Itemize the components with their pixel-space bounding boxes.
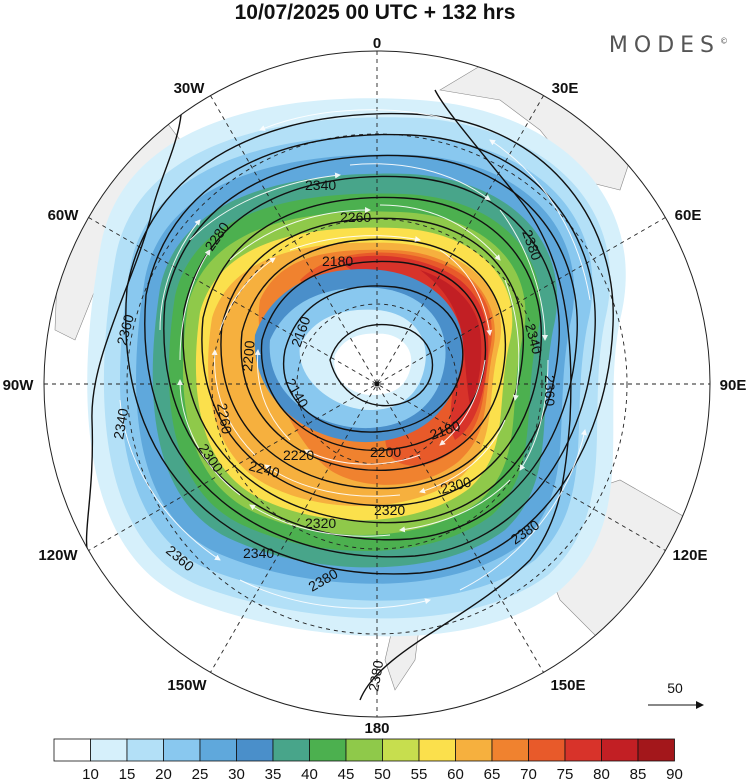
colorbar-label: 65: [484, 766, 501, 782]
colorbar-swatch: [637, 738, 675, 762]
contour-label: 2200: [370, 444, 401, 460]
colorbar-label: 75: [557, 766, 574, 782]
colorbar-swatch: [564, 738, 602, 762]
colorbar-swatch: [455, 738, 493, 762]
colorbar-swatch: [309, 738, 347, 762]
contour-label: 2220: [283, 447, 314, 463]
colorbar-swatch: [491, 738, 529, 762]
contour-label: 2360: [542, 375, 558, 406]
lon-label-150e: 150E: [550, 677, 585, 694]
contour-label: 2320: [305, 515, 336, 531]
colorbar-swatch: [601, 738, 639, 762]
colorbar-label: 15: [119, 766, 136, 782]
colorbar-label: 35: [265, 766, 282, 782]
lon-label-30e: 30E: [552, 80, 579, 97]
reference-vector: 50: [648, 680, 704, 709]
colorbar-swatch: [199, 738, 237, 762]
contour-label: 2340: [110, 407, 131, 441]
graticule: [44, 51, 710, 717]
contour-label: 2300: [439, 473, 473, 497]
colorbar-swatch: [126, 738, 164, 762]
colorbar-swatch: [53, 738, 91, 762]
colorbar-swatch: [382, 738, 420, 762]
colorbar-label: 50: [374, 766, 391, 782]
contour-label: 2380: [365, 659, 386, 693]
contour-label: 2340: [243, 545, 274, 561]
brand-mark: ©: [720, 36, 728, 46]
contour-label: 2200: [239, 340, 258, 373]
colorbar-label: 30: [228, 766, 245, 782]
lon-label-120e: 120E: [672, 547, 707, 564]
colorbar-label: 70: [520, 766, 537, 782]
lon-label-150w: 150W: [167, 677, 207, 694]
lon-label-60e: 60E: [675, 207, 702, 224]
colorbar-label: 90: [666, 766, 683, 782]
contour-label: 2180: [322, 253, 353, 269]
contour-label: 2260: [340, 209, 371, 225]
colorbar-swatch: [163, 738, 201, 762]
colorbar-label: 10: [82, 766, 99, 782]
map-boundary: [43, 50, 711, 718]
lon-label-30w: 30W: [174, 80, 206, 97]
colorbar-swatch: [236, 738, 274, 762]
brand-name: MODES: [608, 33, 720, 58]
brand-logo: MODES©: [609, 33, 728, 58]
contour-label: 2360: [113, 312, 137, 346]
colorbar-label: 45: [338, 766, 355, 782]
reference-vector-label: 50: [667, 680, 683, 696]
colorbar-label: 20: [155, 766, 172, 782]
wind-vectors: [119, 109, 591, 609]
colorbar-label: 55: [411, 766, 428, 782]
colorbar-label: 25: [192, 766, 209, 782]
map-title: 10/07/2025 00 UTC + 132 hrs: [234, 1, 516, 24]
lon-label-60w: 60W: [48, 207, 80, 224]
colorbar-label: 40: [301, 766, 318, 782]
colorbar-swatch: [345, 738, 383, 762]
map-field: [44, 51, 710, 717]
contour-label: 2340: [522, 322, 546, 356]
contour-label: 2340: [305, 177, 336, 193]
colorbar-label: 60: [447, 766, 464, 782]
contour-label: 2260: [214, 402, 235, 436]
colorbar-label: 80: [593, 766, 610, 782]
colorbar-label: 85: [630, 766, 647, 782]
lon-label-180: 180: [364, 720, 389, 737]
colorbar-swatch: [418, 738, 456, 762]
lon-label-90w: 90W: [3, 377, 35, 394]
pole-marker: [374, 381, 380, 387]
contour-label: 2320: [374, 502, 405, 518]
colorbar-swatch: [528, 738, 566, 762]
contour-label: 2240: [247, 457, 281, 481]
colorbar-swatch: [90, 738, 128, 762]
lon-label-0: 0: [373, 35, 381, 52]
lon-label-90e: 90E: [720, 377, 747, 394]
longitude-labels: 0 30W 30E 60W 60E 90W 90E 120W 120E 150W…: [3, 35, 747, 737]
colorbar-swatch: [272, 738, 310, 762]
lon-label-120w: 120W: [38, 547, 78, 564]
colorbar: 10 15 20 25 30 35 40 45 50 55 60 65 70 75 80 85 90: [53, 738, 683, 782]
